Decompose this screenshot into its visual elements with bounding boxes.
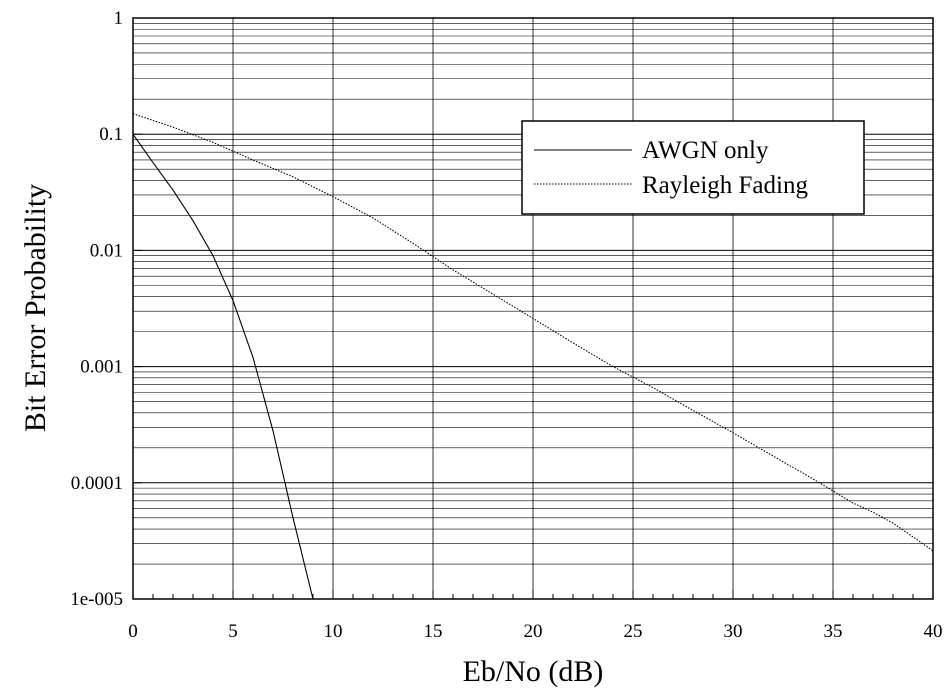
y-tick-label: 0.001 bbox=[80, 357, 123, 378]
y-tick-label: 0.1 bbox=[99, 124, 123, 145]
y-tick-labels: 1 0.1 0.01 0.001 0.0001 1e-005 bbox=[70, 8, 123, 610]
x-tick-label: 30 bbox=[724, 621, 743, 642]
legend: AWGN only Rayleigh Fading bbox=[521, 120, 865, 215]
x-axis-title: Eb/No (dB) bbox=[463, 655, 604, 688]
y-axis-title: Bit Error Probability bbox=[19, 184, 52, 432]
y-tick-label: 0.0001 bbox=[71, 473, 123, 494]
series-group bbox=[132, 113, 934, 600]
legend-box bbox=[521, 120, 865, 215]
x-tick-label: 40 bbox=[924, 621, 943, 642]
x-tick-label: 10 bbox=[324, 621, 343, 642]
legend-label-awgn: AWGN only bbox=[642, 137, 769, 164]
x-tick-label: 0 bbox=[128, 621, 138, 642]
x-tick-labels: 0 5 10 15 20 25 30 35 40 bbox=[128, 621, 942, 642]
grid bbox=[133, 18, 933, 600]
series-line-rayleigh bbox=[132, 113, 934, 552]
x-tick-label: 15 bbox=[424, 621, 443, 642]
x-tick-label: 35 bbox=[824, 621, 843, 642]
y-tick-label: 1e-005 bbox=[70, 589, 123, 610]
legend-label-rayleigh: Rayleigh Fading bbox=[642, 172, 808, 199]
series-line-awgn bbox=[132, 133, 314, 600]
y-tick-label: 1 bbox=[114, 8, 124, 29]
x-tick-label: 5 bbox=[228, 621, 238, 642]
tick-marks bbox=[132, 17, 934, 600]
x-tick-label: 25 bbox=[624, 621, 643, 642]
y-tick-label: 0.01 bbox=[90, 240, 123, 261]
x-tick-label: 20 bbox=[524, 621, 543, 642]
